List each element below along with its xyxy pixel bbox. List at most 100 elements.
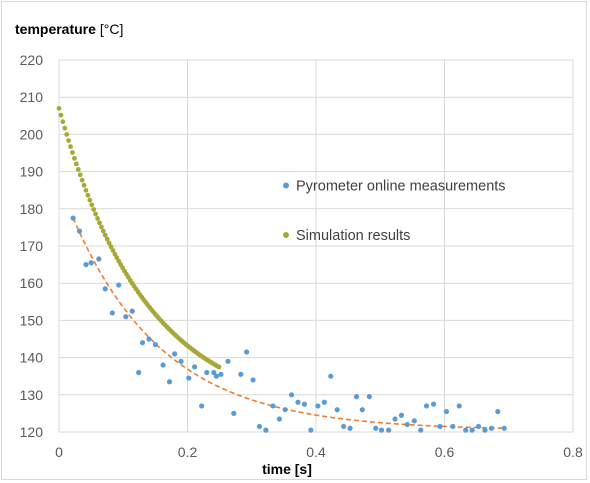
measurement-point [430, 401, 437, 407]
measurement-point [423, 403, 430, 409]
measurement-point [199, 403, 205, 409]
measurement-point [116, 282, 122, 288]
measurement-point [102, 286, 108, 292]
measurement-point [244, 349, 250, 355]
y-tick-label: 160 [20, 275, 44, 291]
simulation-point [64, 132, 70, 137]
simulation-point [216, 364, 222, 370]
measurement-point [495, 408, 501, 415]
simulation-point [58, 112, 64, 118]
measurement-point [418, 427, 424, 433]
simulation-point [112, 251, 118, 257]
legend-marker-simulation [283, 232, 289, 238]
measurement-point [96, 256, 102, 262]
measurement-point [308, 427, 314, 433]
measurement-point [501, 425, 507, 431]
y-axis-title: temperature [°C] [15, 21, 123, 37]
measurement-point [456, 403, 462, 409]
measurement-point [191, 364, 198, 370]
measurement-point [204, 369, 210, 376]
simulation-point [106, 240, 112, 246]
simulation-point [102, 232, 108, 238]
simulation-point [95, 216, 100, 221]
measurement-point [378, 427, 385, 433]
legend-label-simulation: Simulation results [296, 228, 410, 244]
measurement-point [437, 423, 443, 430]
measurement-point [341, 423, 347, 430]
measurement-point [123, 314, 129, 320]
simulation-point [75, 167, 81, 172]
measurement-point [256, 423, 263, 430]
y-axis-title-main: temperature [15, 21, 96, 37]
simulation-point [66, 138, 72, 143]
measurement-point [366, 394, 372, 400]
measurement-point [146, 336, 152, 342]
measurement-point [218, 371, 224, 377]
measurement-point [70, 215, 76, 221]
simulation-point [70, 150, 75, 155]
measurement-point [231, 410, 237, 416]
measurement-point [328, 373, 334, 379]
measurement-point [359, 407, 365, 413]
measurement-point [463, 427, 469, 433]
y-tick-label: 220 [20, 52, 44, 68]
simulation-point [100, 228, 106, 234]
measurement-point [270, 403, 276, 409]
simulation-point [91, 207, 97, 212]
measurement-point [152, 341, 158, 348]
measurement-point [450, 423, 456, 430]
x-tick-label: 0.2 [178, 444, 198, 460]
measurement-point [211, 369, 217, 376]
simulation-point [93, 211, 99, 217]
simulation-point [73, 161, 79, 167]
simulation-point [62, 125, 68, 131]
measurement-point [469, 427, 475, 433]
measurement-point [166, 379, 173, 385]
simulation-series [56, 105, 222, 370]
simulation-point [108, 244, 114, 250]
y-tick-labels: 120 130 140 150 160 170 180 190 200 210 220 [20, 52, 44, 440]
simulation-point [79, 177, 85, 183]
measurement-point [315, 403, 321, 409]
y-tick-label: 120 [20, 424, 44, 440]
measurement-point [213, 373, 220, 379]
x-tick-label: 0 [55, 444, 63, 460]
y-tick-label: 210 [20, 89, 44, 105]
measurement-point [288, 392, 295, 398]
x-tick-labels: 0 0.2 0.4 0.6 0.8 [55, 444, 583, 460]
simulation-point [110, 248, 116, 253]
measurement-point [136, 369, 142, 376]
legend-marker-measurements [283, 182, 289, 189]
measurement-point [88, 260, 94, 266]
simulation-point [87, 197, 93, 203]
measurement-point [172, 351, 178, 357]
x-tick-label: 0.4 [306, 444, 326, 460]
simulation-point [60, 119, 66, 125]
measurement-point [263, 427, 269, 433]
measurement-point [186, 375, 192, 381]
y-tick-label: 130 [20, 387, 44, 403]
y-tick-label: 200 [20, 126, 44, 142]
measurement-point [225, 358, 231, 364]
measurement-point [482, 427, 488, 433]
measurement-point [83, 262, 89, 268]
simulation-point [81, 182, 87, 188]
y-tick-label: 150 [20, 312, 44, 328]
measurement-point [301, 401, 308, 407]
measurement-point [347, 425, 353, 431]
simulation-point [83, 187, 89, 193]
legend: Pyrometer online measurements Simulation… [283, 179, 506, 244]
measurement-point [443, 408, 450, 415]
measurement-point [160, 362, 166, 368]
measurement-point [282, 407, 288, 413]
y-tick-label: 190 [20, 164, 44, 180]
measurement-point [386, 427, 392, 433]
simulation-point [68, 144, 73, 150]
simulation-point [99, 224, 104, 230]
measurement-point [276, 416, 282, 422]
measurement-point [129, 308, 135, 314]
measurement-point [295, 399, 301, 405]
x-axis-title: time [s] [262, 461, 312, 477]
